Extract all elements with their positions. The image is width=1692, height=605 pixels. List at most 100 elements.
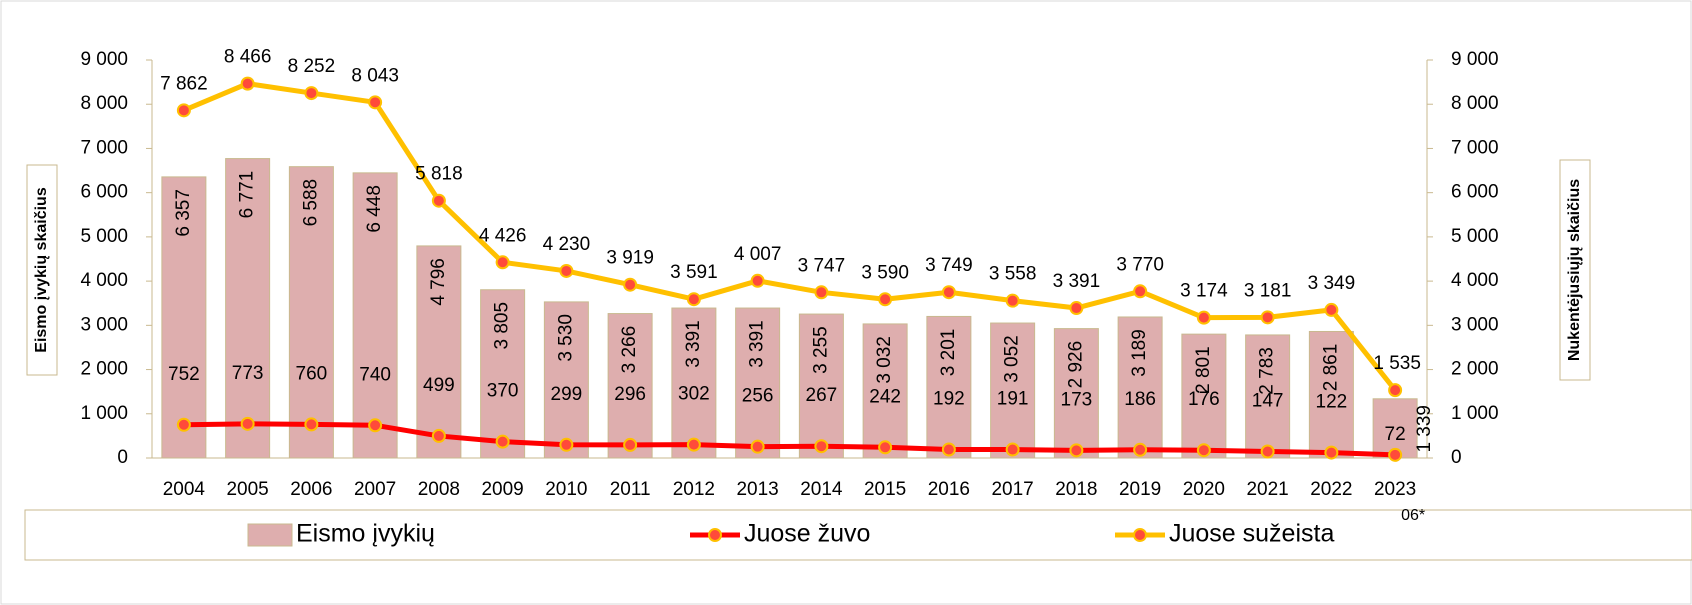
y-tick-label: 8 000 bbox=[80, 93, 128, 114]
y2-tick-label: 8 000 bbox=[1451, 93, 1499, 114]
x-tick-label: 2005 bbox=[226, 479, 268, 500]
legend-swatch bbox=[247, 523, 293, 547]
marker bbox=[304, 417, 319, 432]
line-value-label: 4 007 bbox=[734, 244, 782, 265]
line-value-label: 299 bbox=[551, 384, 583, 405]
marker bbox=[1324, 302, 1339, 317]
marker bbox=[176, 417, 191, 432]
marker bbox=[750, 273, 765, 288]
y-tick-label: 5 000 bbox=[80, 226, 128, 247]
x-tick-label: 2023 06* bbox=[1374, 479, 1425, 524]
line-value-label: 7 862 bbox=[160, 73, 208, 94]
bar-value-label: 3 032 bbox=[874, 336, 895, 384]
x-tick-label: 2021 bbox=[1246, 479, 1288, 500]
legend-marker bbox=[1133, 528, 1147, 542]
x-tick-label: 2020 bbox=[1183, 479, 1225, 500]
bar bbox=[1117, 316, 1163, 459]
bar bbox=[416, 245, 462, 459]
legend-label: Juose sužeista bbox=[1169, 520, 1334, 548]
y-tick-label: 1 000 bbox=[80, 403, 128, 424]
bar-value-label: 6 448 bbox=[364, 185, 385, 233]
line-value-label: 296 bbox=[614, 384, 646, 405]
bar bbox=[926, 315, 972, 459]
marker bbox=[431, 428, 446, 443]
marker bbox=[1133, 442, 1148, 457]
line-value-label: 5 818 bbox=[415, 164, 463, 185]
marker bbox=[1005, 442, 1020, 457]
marker bbox=[941, 285, 956, 300]
legend-box bbox=[24, 509, 1692, 561]
marker bbox=[240, 416, 255, 431]
x-tick-label: 2015 bbox=[864, 479, 906, 500]
line-value-label: 4 230 bbox=[543, 234, 591, 255]
marker bbox=[368, 418, 383, 433]
bar bbox=[1181, 333, 1227, 459]
x-tick-label: 2012 bbox=[673, 479, 715, 500]
y-tick-label: 4 000 bbox=[80, 270, 128, 291]
line-value-label: 8 466 bbox=[224, 47, 272, 68]
legend-label: Eismo įvykių bbox=[296, 520, 435, 548]
marker bbox=[1388, 383, 1403, 398]
bar bbox=[798, 313, 844, 459]
line-value-label: 3 174 bbox=[1180, 281, 1228, 302]
marker bbox=[686, 437, 701, 452]
marker bbox=[176, 103, 191, 118]
x-tick-label: 2017 bbox=[991, 479, 1033, 500]
marker bbox=[750, 439, 765, 454]
bar-value-label: 6 771 bbox=[237, 171, 258, 219]
line-value-label: 3 349 bbox=[1308, 273, 1356, 294]
marker bbox=[1260, 310, 1275, 325]
line-value-label: 186 bbox=[1124, 389, 1156, 410]
marker bbox=[1388, 447, 1403, 462]
bar bbox=[543, 301, 589, 459]
line-value-label: 256 bbox=[742, 386, 774, 407]
y-tick-label: 3 000 bbox=[80, 314, 128, 335]
bar-value-label: 6 588 bbox=[300, 179, 321, 227]
bar bbox=[671, 307, 717, 459]
marker bbox=[941, 442, 956, 457]
line-value-label: 173 bbox=[1061, 389, 1093, 410]
line-value-label: 3 591 bbox=[670, 262, 718, 283]
y-tick-label: 9 000 bbox=[80, 49, 128, 70]
marker bbox=[814, 439, 829, 454]
x-tick-label: 2018 bbox=[1055, 479, 1097, 500]
line-value-label: 4 426 bbox=[479, 225, 527, 246]
x-tick-label: 2022 bbox=[1310, 479, 1352, 500]
line-value-label: 8 043 bbox=[351, 65, 399, 86]
marker bbox=[1069, 301, 1084, 316]
line-value-label: 3 749 bbox=[925, 255, 973, 276]
x-tick-label: 2009 bbox=[481, 479, 523, 500]
y2-title-box bbox=[1559, 159, 1591, 381]
x-tick-label: 2006 bbox=[290, 479, 332, 500]
line-value-label: 752 bbox=[168, 364, 200, 385]
y2-tick-label: 1 000 bbox=[1451, 403, 1499, 424]
legend-label: Juose žuvo bbox=[744, 520, 870, 548]
line-value-label: 302 bbox=[678, 384, 710, 405]
marker bbox=[623, 437, 638, 452]
line-value-label: 191 bbox=[997, 389, 1029, 410]
y2-tick-label: 7 000 bbox=[1451, 137, 1499, 158]
bar-value-label: 1 339 bbox=[1414, 405, 1435, 453]
bar bbox=[735, 307, 781, 459]
bar-value-label: 2 783 bbox=[1257, 347, 1278, 395]
x-tick-label: 2016 bbox=[928, 479, 970, 500]
marker bbox=[240, 76, 255, 91]
line-value-label: 499 bbox=[423, 375, 455, 396]
bar bbox=[607, 313, 653, 459]
y2-tick-label: 2 000 bbox=[1451, 359, 1499, 380]
bar bbox=[1245, 334, 1291, 459]
y-axis-title: Eismo įvykių skaičius bbox=[33, 187, 50, 353]
bar-value-label: 3 266 bbox=[619, 326, 640, 374]
bar-value-label: 3 805 bbox=[492, 302, 513, 350]
bar bbox=[225, 158, 271, 459]
x-tick-label: 2011 bbox=[610, 479, 651, 500]
bar-value-label: 3 530 bbox=[555, 314, 576, 362]
marker bbox=[623, 277, 638, 292]
line-value-label: 3 590 bbox=[861, 262, 909, 283]
marker bbox=[1005, 293, 1020, 308]
x-tick-label: 2010 bbox=[545, 479, 587, 500]
y-tick-label: 6 000 bbox=[80, 182, 128, 203]
bar bbox=[1308, 330, 1354, 459]
line-value-label: 370 bbox=[487, 381, 519, 402]
